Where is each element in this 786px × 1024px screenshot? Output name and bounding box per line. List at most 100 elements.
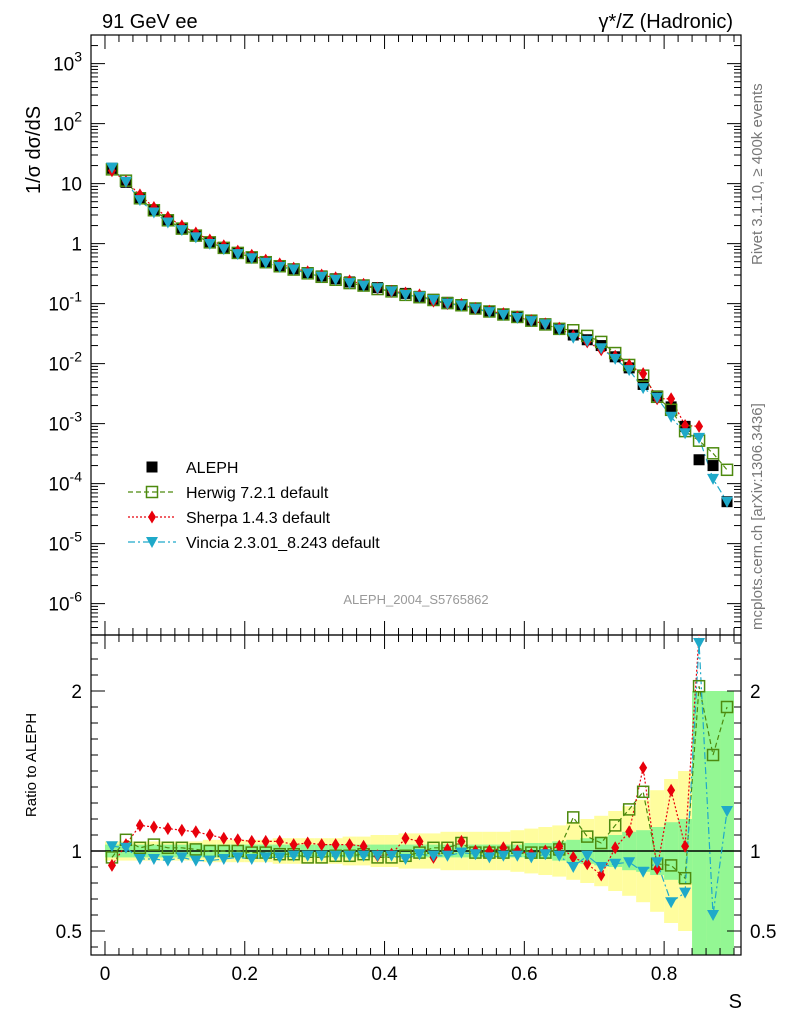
data-point bbox=[385, 286, 398, 298]
data-point bbox=[497, 309, 510, 321]
ratio-point bbox=[611, 841, 620, 855]
ratio-point bbox=[147, 838, 161, 851]
x-axis-label: S bbox=[729, 991, 742, 1013]
data-point bbox=[441, 298, 454, 310]
data-point bbox=[147, 207, 160, 219]
data-point bbox=[273, 261, 286, 273]
x-tick-label: 0.8 bbox=[651, 964, 677, 985]
data-point bbox=[623, 365, 636, 377]
legend-label: Vincia 2.3.01_8.243 default bbox=[186, 535, 380, 552]
data-point bbox=[609, 353, 622, 365]
legend: ALEPH Herwig 7.2.1 default Sherpa 1.4.3 de… bbox=[128, 460, 380, 552]
ratio-point bbox=[343, 850, 356, 862]
ratio-point bbox=[569, 850, 578, 864]
ratio-point bbox=[469, 849, 482, 861]
ratio-point bbox=[177, 823, 186, 837]
ratio-point bbox=[133, 854, 146, 865]
ratio-point bbox=[219, 831, 228, 845]
ratio-point bbox=[681, 839, 690, 853]
right-title: γ*/Z (Hadronic) bbox=[599, 11, 733, 33]
ratio-point bbox=[415, 834, 424, 848]
ratio-point bbox=[247, 834, 256, 848]
data-point bbox=[231, 249, 244, 261]
left-title: 91 GeV ee bbox=[102, 11, 198, 33]
data-point bbox=[539, 319, 552, 331]
ratio-y-tick-label: 0.5 bbox=[750, 922, 776, 943]
ratio-point bbox=[679, 887, 692, 899]
data-point bbox=[707, 473, 720, 485]
ratio-point bbox=[441, 850, 454, 862]
ratio-point bbox=[303, 836, 312, 850]
ratio-point bbox=[667, 783, 676, 797]
main-y-tick-label: 102 bbox=[53, 109, 82, 136]
data-point bbox=[371, 283, 384, 295]
data-point bbox=[287, 264, 300, 276]
ratio-y-tick-label: 0.5 bbox=[56, 922, 82, 943]
ratio-point bbox=[105, 841, 118, 853]
ratio-point bbox=[233, 833, 242, 847]
ratio-point bbox=[567, 811, 580, 824]
main-y-tick-label: 10-5 bbox=[48, 529, 82, 556]
data-point bbox=[665, 411, 678, 423]
ratio-panel: 0.5 0.51 12 2 0 0.2 0.4 0.6 0.8 Ratio to ALEPH … bbox=[23, 634, 776, 1013]
ratio-point bbox=[317, 838, 326, 852]
ratio-point bbox=[359, 839, 368, 853]
data-point bbox=[259, 257, 272, 269]
ratio-point bbox=[525, 852, 538, 864]
ratio-point bbox=[555, 839, 564, 853]
ratio-point bbox=[706, 748, 720, 762]
data-point bbox=[315, 271, 328, 283]
ratio-point bbox=[161, 841, 175, 855]
ratio-point bbox=[371, 850, 384, 862]
main-y-tick-label: 10-6 bbox=[48, 589, 82, 616]
data-point bbox=[665, 401, 677, 413]
main-y-tick-label: 103 bbox=[53, 49, 82, 76]
data-point bbox=[693, 454, 705, 466]
ratio-point bbox=[133, 841, 147, 855]
data-point bbox=[161, 217, 174, 229]
ratio-point bbox=[217, 854, 230, 865]
x-tick-label: 0.6 bbox=[511, 964, 537, 985]
main-x-axis bbox=[104, 35, 735, 635]
analysis-label: ALEPH_2004_S5765862 bbox=[343, 592, 488, 607]
ratio-point bbox=[357, 850, 370, 862]
ratio-point bbox=[175, 852, 188, 864]
data-point bbox=[119, 176, 132, 188]
ratio-point bbox=[692, 679, 706, 693]
ratio-point bbox=[385, 850, 398, 862]
data-point bbox=[595, 343, 608, 355]
ratio-point bbox=[497, 850, 510, 862]
ratio-point bbox=[287, 850, 300, 862]
x-tick-label: 0.4 bbox=[371, 964, 398, 985]
ratio-point bbox=[539, 849, 552, 861]
ratio-point bbox=[583, 857, 592, 871]
data-point bbox=[413, 291, 426, 303]
data-point bbox=[707, 460, 719, 472]
data-point bbox=[693, 432, 706, 444]
legend-label: ALEPH bbox=[186, 460, 238, 477]
ratio-point bbox=[457, 834, 466, 848]
ratio-point bbox=[261, 834, 270, 848]
data-point bbox=[357, 280, 370, 292]
legend-marker bbox=[146, 461, 158, 473]
data-point bbox=[667, 392, 676, 406]
ratio-point bbox=[609, 858, 622, 870]
ratio-point bbox=[331, 838, 340, 852]
data-point bbox=[469, 303, 482, 315]
ratio-point bbox=[608, 819, 622, 832]
data-point bbox=[301, 268, 314, 280]
ratio-point bbox=[231, 852, 244, 864]
ratio-y-tick-label: 2 bbox=[750, 682, 761, 703]
ratio-point bbox=[553, 850, 566, 862]
ratio-x-axis: 0 0.2 0.4 0.6 0.8 bbox=[100, 635, 735, 985]
data-point bbox=[175, 225, 188, 237]
ratio-point bbox=[623, 857, 636, 869]
legend-label: Sherpa 1.4.3 default bbox=[186, 510, 331, 527]
data-point bbox=[581, 335, 594, 347]
ratio-point bbox=[721, 806, 734, 817]
ratio-point bbox=[693, 638, 706, 649]
rivet-version-label: Rivet 3.1.10, ≥ 400k events bbox=[749, 83, 766, 265]
ratio-point bbox=[413, 849, 426, 861]
ratio-point bbox=[161, 855, 174, 867]
ratio-point bbox=[678, 871, 692, 885]
